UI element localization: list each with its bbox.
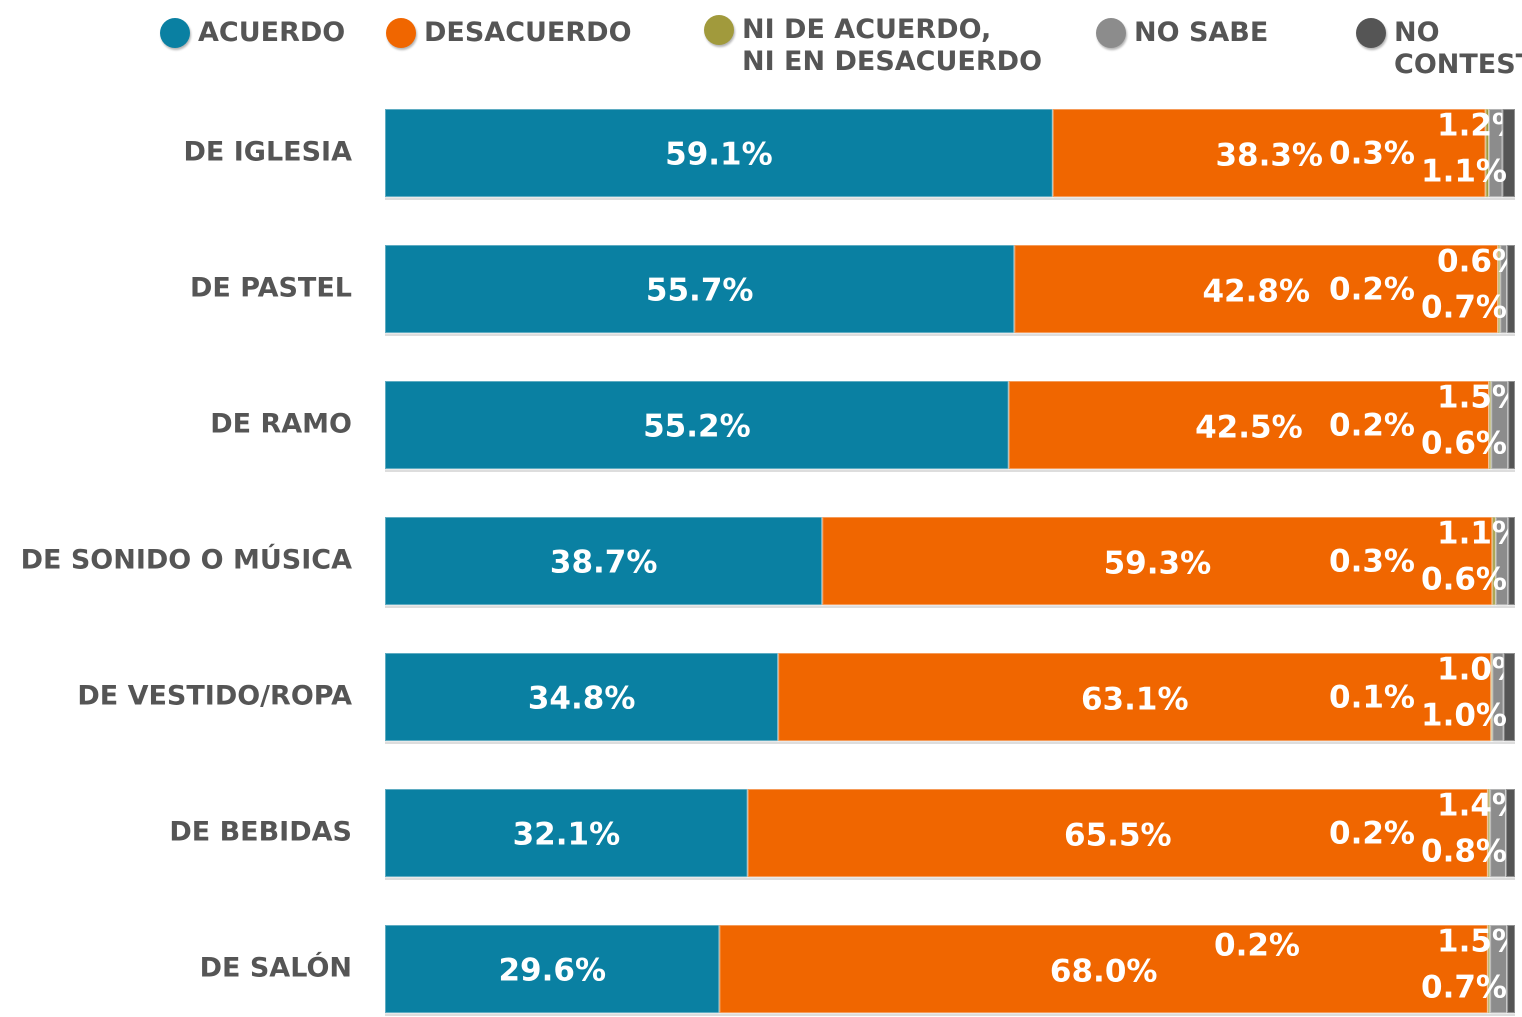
legend-swatch xyxy=(704,15,734,45)
bar-segment xyxy=(718,924,1489,1014)
legend-item: NO SABE xyxy=(1096,17,1268,49)
data-label: 0.2% xyxy=(1329,408,1415,444)
category-label: DE SALÓN xyxy=(200,952,352,984)
legend-swatch xyxy=(386,18,416,48)
data-label: 1.0% xyxy=(1421,698,1507,734)
bar-segment xyxy=(821,516,1494,606)
data-label: 1.5% xyxy=(1437,380,1522,416)
legend-swatch xyxy=(1356,18,1386,48)
legend-item: NI DE ACUERDO, NI EN DESACUERDO xyxy=(704,14,1042,78)
legend-label: DESACUERDO xyxy=(424,17,632,48)
category-label: DE VESTIDO/ROPA xyxy=(77,681,352,712)
data-label: 0.7% xyxy=(1421,290,1507,326)
category-label: DE BEBIDAS xyxy=(169,817,352,848)
data-label: 0.2% xyxy=(1329,816,1415,852)
data-label: 0.6% xyxy=(1421,426,1507,462)
data-label: 1.1% xyxy=(1437,516,1522,552)
category-label: DE IGLESIA xyxy=(184,137,353,168)
data-label: 0.1% xyxy=(1329,680,1415,716)
data-label: 68.0% xyxy=(1050,954,1158,990)
data-label: 42.8% xyxy=(1202,274,1310,310)
data-label: 32.1% xyxy=(513,817,621,853)
data-label: 59.3% xyxy=(1104,546,1212,582)
data-label: 1.1% xyxy=(1421,154,1507,190)
bar-segment xyxy=(1501,108,1516,198)
bar-segment xyxy=(384,788,749,878)
legend-label: ACUERDO xyxy=(198,17,346,48)
bar-segment xyxy=(384,924,721,1014)
data-label: 65.5% xyxy=(1064,818,1172,854)
category-label: DE RAMO xyxy=(210,409,352,440)
data-label: 0.7% xyxy=(1421,970,1507,1006)
data-label: 59.1% xyxy=(665,137,773,173)
legend-swatch xyxy=(160,18,190,48)
bar-segment xyxy=(1507,516,1516,606)
data-label: 55.7% xyxy=(646,273,754,309)
legend-label: NO SABE xyxy=(1134,17,1269,48)
legend-label: NO CONTESTÓ xyxy=(1394,17,1522,80)
bar-segment xyxy=(1506,244,1516,334)
data-label: 0.8% xyxy=(1421,834,1507,870)
category-label: DE PASTEL xyxy=(190,273,352,304)
data-label: 0.3% xyxy=(1329,544,1415,580)
bar-segment xyxy=(384,516,824,606)
data-label: 34.8% xyxy=(528,681,636,717)
bar-segment xyxy=(1506,924,1516,1014)
legend-label: NI DE ACUERDO, NI EN DESACUERDO xyxy=(742,14,1043,77)
data-label: 0.2% xyxy=(1214,928,1300,964)
data-label: 29.6% xyxy=(498,953,606,989)
bar-segment xyxy=(1504,788,1516,878)
bar-segment xyxy=(1007,380,1491,470)
data-label: 0.3% xyxy=(1329,136,1415,172)
data-label: 38.7% xyxy=(550,545,658,581)
data-label: 55.2% xyxy=(643,409,751,445)
bar-segment xyxy=(1507,380,1516,470)
legend-item: NO CONTESTÓ xyxy=(1356,17,1522,81)
legend-item: DESACUERDO xyxy=(386,17,632,49)
data-label: 0.6% xyxy=(1421,562,1507,598)
bar-segment xyxy=(1013,244,1500,334)
data-label: 63.1% xyxy=(1081,682,1189,718)
legend-swatch xyxy=(1096,18,1126,48)
bar-segment xyxy=(1051,108,1487,198)
data-label: 38.3% xyxy=(1215,138,1323,174)
legend-item: ACUERDO xyxy=(160,17,345,49)
data-label: 42.5% xyxy=(1195,410,1303,446)
bar-segment xyxy=(1502,652,1516,742)
bar-segment xyxy=(384,108,1054,198)
bar-segment xyxy=(777,652,1493,742)
category-label: DE SONIDO O MÚSICA xyxy=(21,544,353,576)
data-label: 0.2% xyxy=(1329,272,1415,308)
bar-segment xyxy=(384,652,780,742)
